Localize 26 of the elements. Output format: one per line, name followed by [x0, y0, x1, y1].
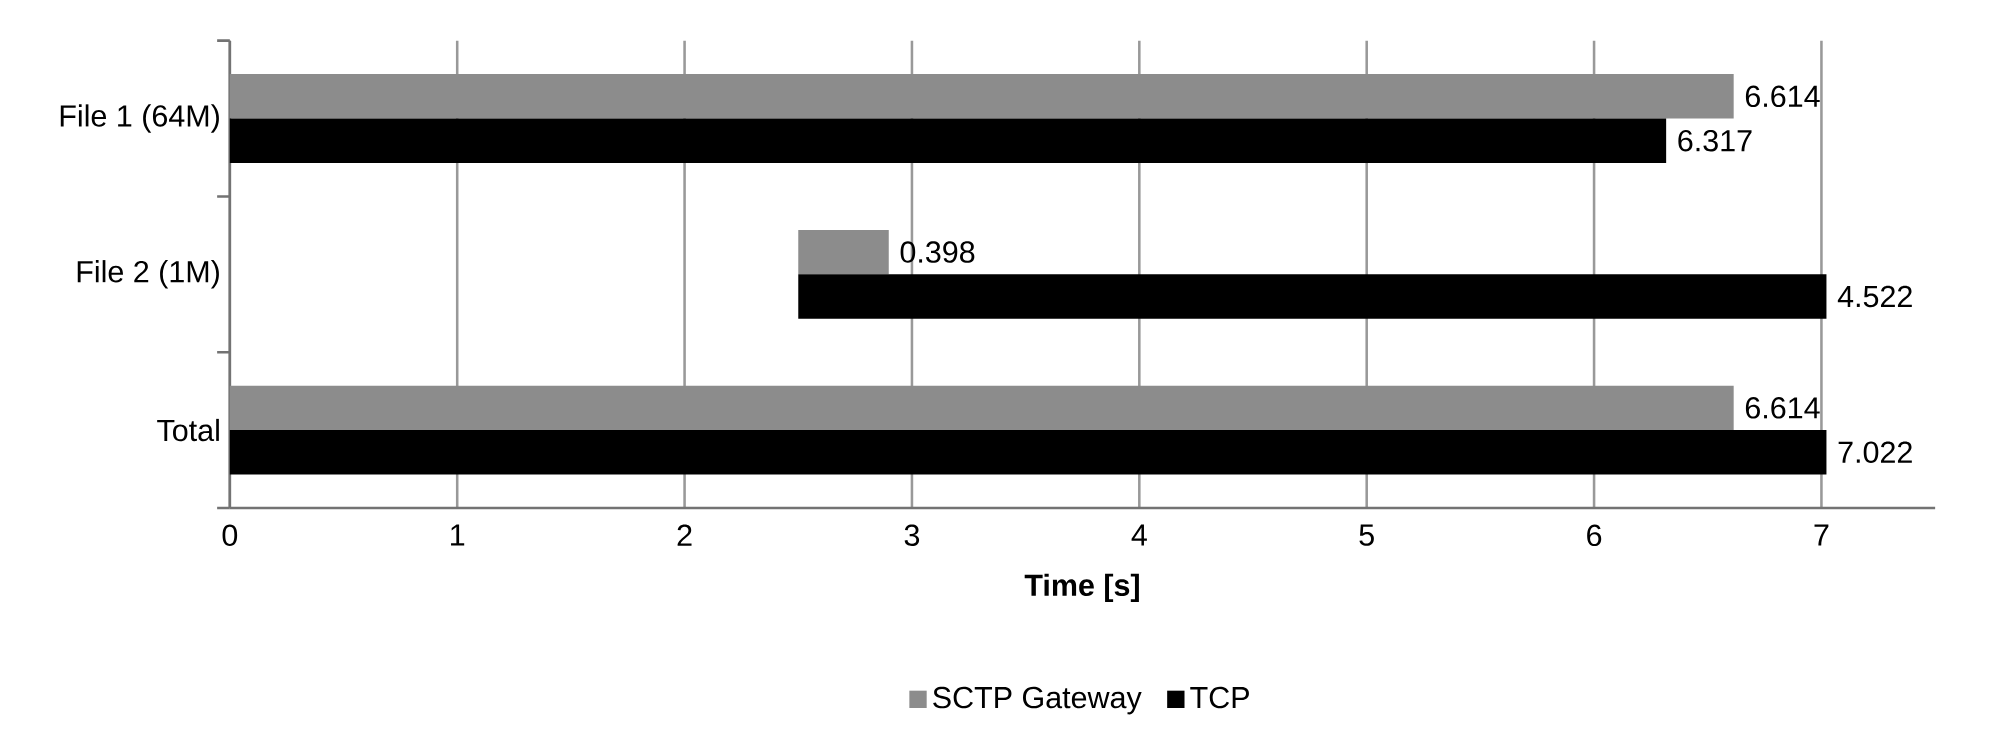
x-tick-label: 6 — [1587, 524, 1602, 547]
x-tick-label: 1 — [451, 524, 465, 546]
y-tick-label: Total — [157, 418, 219, 442]
bar — [229, 430, 1827, 475]
y-tick-label: File 1 (64M) — [60, 104, 219, 133]
data-label: 6.614 — [1745, 85, 1820, 108]
y-tick-label: File 2 (1M) — [77, 260, 219, 289]
data-label: 4.522 — [1837, 285, 1912, 308]
data-label: 6.614 — [1745, 397, 1820, 419]
data-label: 0.398 — [900, 241, 975, 263]
legend-label: TCP — [1190, 686, 1249, 709]
data-label: 7.022 — [1838, 441, 1912, 464]
x-tick-label: 0 — [222, 524, 238, 547]
bar — [798, 274, 1827, 319]
x-tick-label: 3 — [904, 524, 920, 547]
data-label: 6.317 — [1678, 129, 1752, 152]
bar — [229, 385, 1734, 431]
x-axis-title: Time [s] — [1024, 573, 1139, 603]
x-tick-label: 2 — [677, 524, 692, 546]
x-tick-label: 7 — [1814, 524, 1829, 546]
bar — [229, 118, 1667, 163]
x-tick-label: 4 — [1131, 524, 1147, 546]
bar — [229, 74, 1734, 119]
x-tick-label: 5 — [1359, 524, 1374, 546]
legend-label: SCTP Gateway — [933, 686, 1142, 715]
bar — [798, 229, 889, 275]
